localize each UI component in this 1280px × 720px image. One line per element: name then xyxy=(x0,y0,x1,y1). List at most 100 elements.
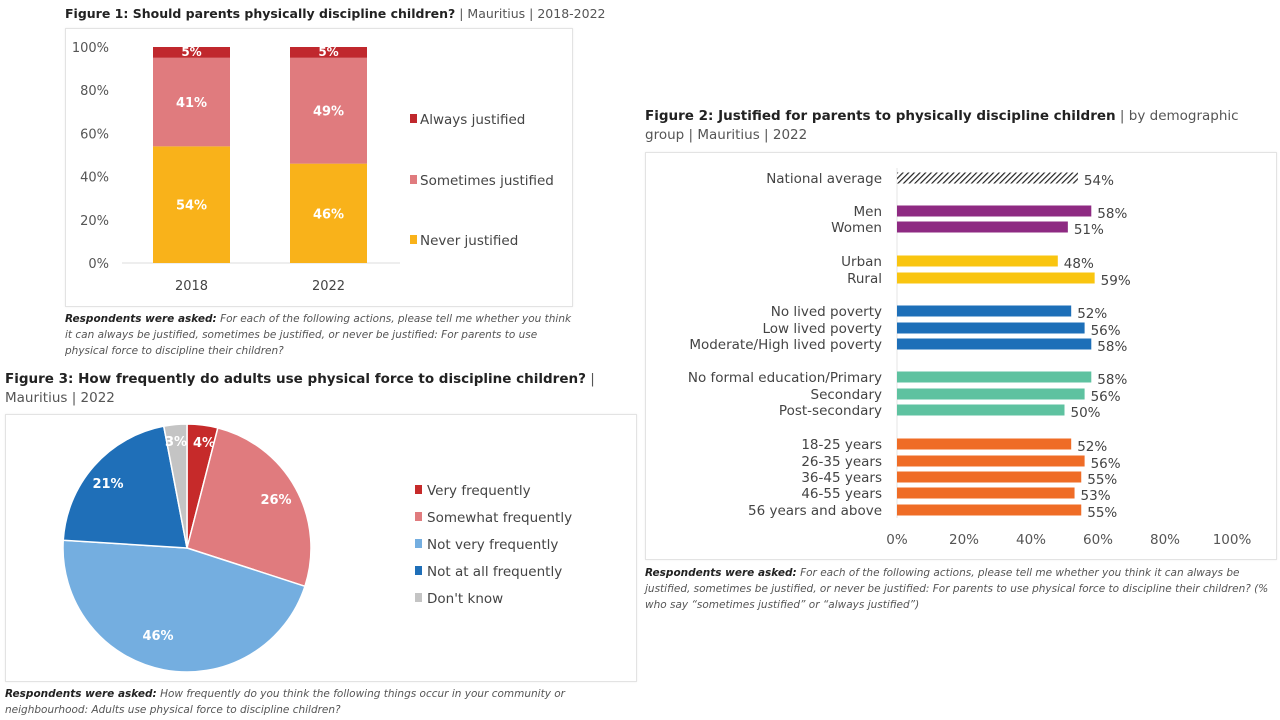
figure3-title-bold: Figure 3: How frequently do adults use p… xyxy=(5,371,586,387)
y-tick-label: 80% xyxy=(80,84,109,99)
value-label: 55% xyxy=(1087,472,1117,488)
x-tick-label: 40% xyxy=(1016,532,1046,548)
pie-slice-somewhat-frequently xyxy=(186,426,312,588)
bar xyxy=(897,404,1065,416)
value-label: 52% xyxy=(1077,439,1107,455)
legend-swatch xyxy=(415,485,422,494)
slice-label: 46% xyxy=(142,629,173,644)
data-label: 49% xyxy=(313,105,344,120)
bar-segment-never-justified xyxy=(153,146,230,263)
legend-label: Very frequently xyxy=(427,483,531,499)
legend-swatch xyxy=(410,175,417,184)
bar xyxy=(897,388,1085,400)
legend-swatch xyxy=(415,566,422,575)
legend-label: Don't know xyxy=(427,591,503,607)
bar-segment-always-justified xyxy=(290,47,367,58)
figure3-caption: Respondents were asked: How frequently d… xyxy=(5,686,645,718)
category-label: No formal education/Primary xyxy=(688,370,882,386)
bar xyxy=(897,255,1058,267)
y-tick-label: 60% xyxy=(80,127,109,142)
figure1-title-bold: Figure 1: Should parents physically disc… xyxy=(65,6,456,21)
pie-slice-don-t-know xyxy=(162,423,188,549)
category-label: National average xyxy=(766,171,882,187)
data-label: 5% xyxy=(181,45,201,59)
legend-label: Always justified xyxy=(420,112,525,128)
bar xyxy=(897,471,1082,483)
figure2-title-bold: Figure 2: Justified for parents to physi… xyxy=(645,108,1116,124)
category-label: 18-25 years xyxy=(801,437,882,453)
figure1-title-rest: | Mauritius | 2018-2022 xyxy=(455,6,606,21)
category-label: Urban xyxy=(841,254,882,270)
figure1-caption-text: For each of the following actions, pleas… xyxy=(65,313,572,357)
x-tick-label: 2022 xyxy=(312,279,345,294)
figure1-caption-label: Respondents were asked: xyxy=(65,313,217,325)
bar xyxy=(897,487,1075,499)
category-label: 56 years and above xyxy=(748,503,882,519)
legend-label: Not at all frequently xyxy=(427,564,562,580)
legend-swatch xyxy=(415,593,422,602)
figure2-chart: National average 54% Men 58% Women 51% Urban 48… xyxy=(688,168,1251,548)
slice-label: 3% xyxy=(165,435,187,450)
value-label: 48% xyxy=(1064,256,1094,272)
value-label: 59% xyxy=(1101,273,1131,289)
slice-label: 26% xyxy=(260,493,291,508)
value-label: 58% xyxy=(1097,206,1127,222)
value-label: 58% xyxy=(1097,372,1127,388)
bar-segment-never-justified xyxy=(290,163,367,263)
y-tick-label: 0% xyxy=(88,257,109,272)
legend-label: Somewhat frequently xyxy=(427,510,572,526)
bar xyxy=(897,322,1085,334)
value-label: 56% xyxy=(1091,456,1121,472)
x-tick-label: 2018 xyxy=(175,279,208,294)
legend-label: Not very frequently xyxy=(427,537,558,553)
figure3-caption-text: How frequently do you think the followin… xyxy=(5,688,565,716)
slice-label: 21% xyxy=(92,477,123,492)
figure2-caption: Respondents were asked: For each of the … xyxy=(645,565,1277,613)
value-label: 50% xyxy=(1071,405,1101,421)
bar xyxy=(897,172,1078,184)
legend-label: Never justified xyxy=(420,233,518,249)
y-tick-label: 40% xyxy=(80,171,109,186)
category-label: Men xyxy=(853,204,882,220)
data-label: 54% xyxy=(176,199,207,214)
bar xyxy=(897,371,1092,383)
value-label: 56% xyxy=(1091,389,1121,405)
category-label: No lived poverty xyxy=(771,304,882,320)
bar xyxy=(897,504,1082,516)
figure2-caption-label: Respondents were asked: xyxy=(645,567,797,579)
data-label: 5% xyxy=(318,45,338,59)
x-tick-label: 80% xyxy=(1150,532,1180,548)
figure3-title-rest: | Mauritius | 2022 xyxy=(5,371,595,406)
legend-swatch xyxy=(410,114,417,123)
data-label: 46% xyxy=(313,207,344,222)
bar-segment-sometimes-justified xyxy=(153,57,230,147)
figure3-chart: 4% Very frequently 26% Somewhat frequently 4… xyxy=(62,423,572,673)
category-label: Secondary xyxy=(811,387,883,403)
category-label: Post-secondary xyxy=(779,403,882,419)
figure3-title: Figure 3: How frequently do adults use p… xyxy=(5,370,625,408)
bar xyxy=(897,205,1092,217)
legend-swatch xyxy=(415,539,422,548)
bar xyxy=(897,338,1092,350)
figure3-caption-label: Respondents were asked: xyxy=(5,688,157,700)
data-label: 41% xyxy=(176,96,207,111)
figure1-caption: Respondents were asked: For each of the … xyxy=(65,311,575,359)
bar-segment-sometimes-justified xyxy=(290,57,367,164)
value-label: 56% xyxy=(1091,323,1121,339)
bar xyxy=(897,272,1095,284)
value-label: 54% xyxy=(1084,173,1114,189)
x-tick-label: 20% xyxy=(949,532,979,548)
figure1-title: Figure 1: Should parents physically disc… xyxy=(65,4,606,23)
slice-label: 4% xyxy=(193,436,215,451)
bar-segment-always-justified xyxy=(153,47,230,58)
legend-label: Sometimes justified xyxy=(420,173,554,189)
category-label: Rural xyxy=(847,271,882,287)
figure2-title-rest: | by demographic group | Mauritius | 202… xyxy=(645,108,1239,143)
bar xyxy=(897,221,1068,233)
value-label: 51% xyxy=(1074,222,1104,238)
bar xyxy=(897,455,1085,467)
value-label: 55% xyxy=(1087,505,1117,521)
category-label: Women xyxy=(831,220,882,236)
pie-slice-not-at-all-frequently xyxy=(62,425,188,549)
